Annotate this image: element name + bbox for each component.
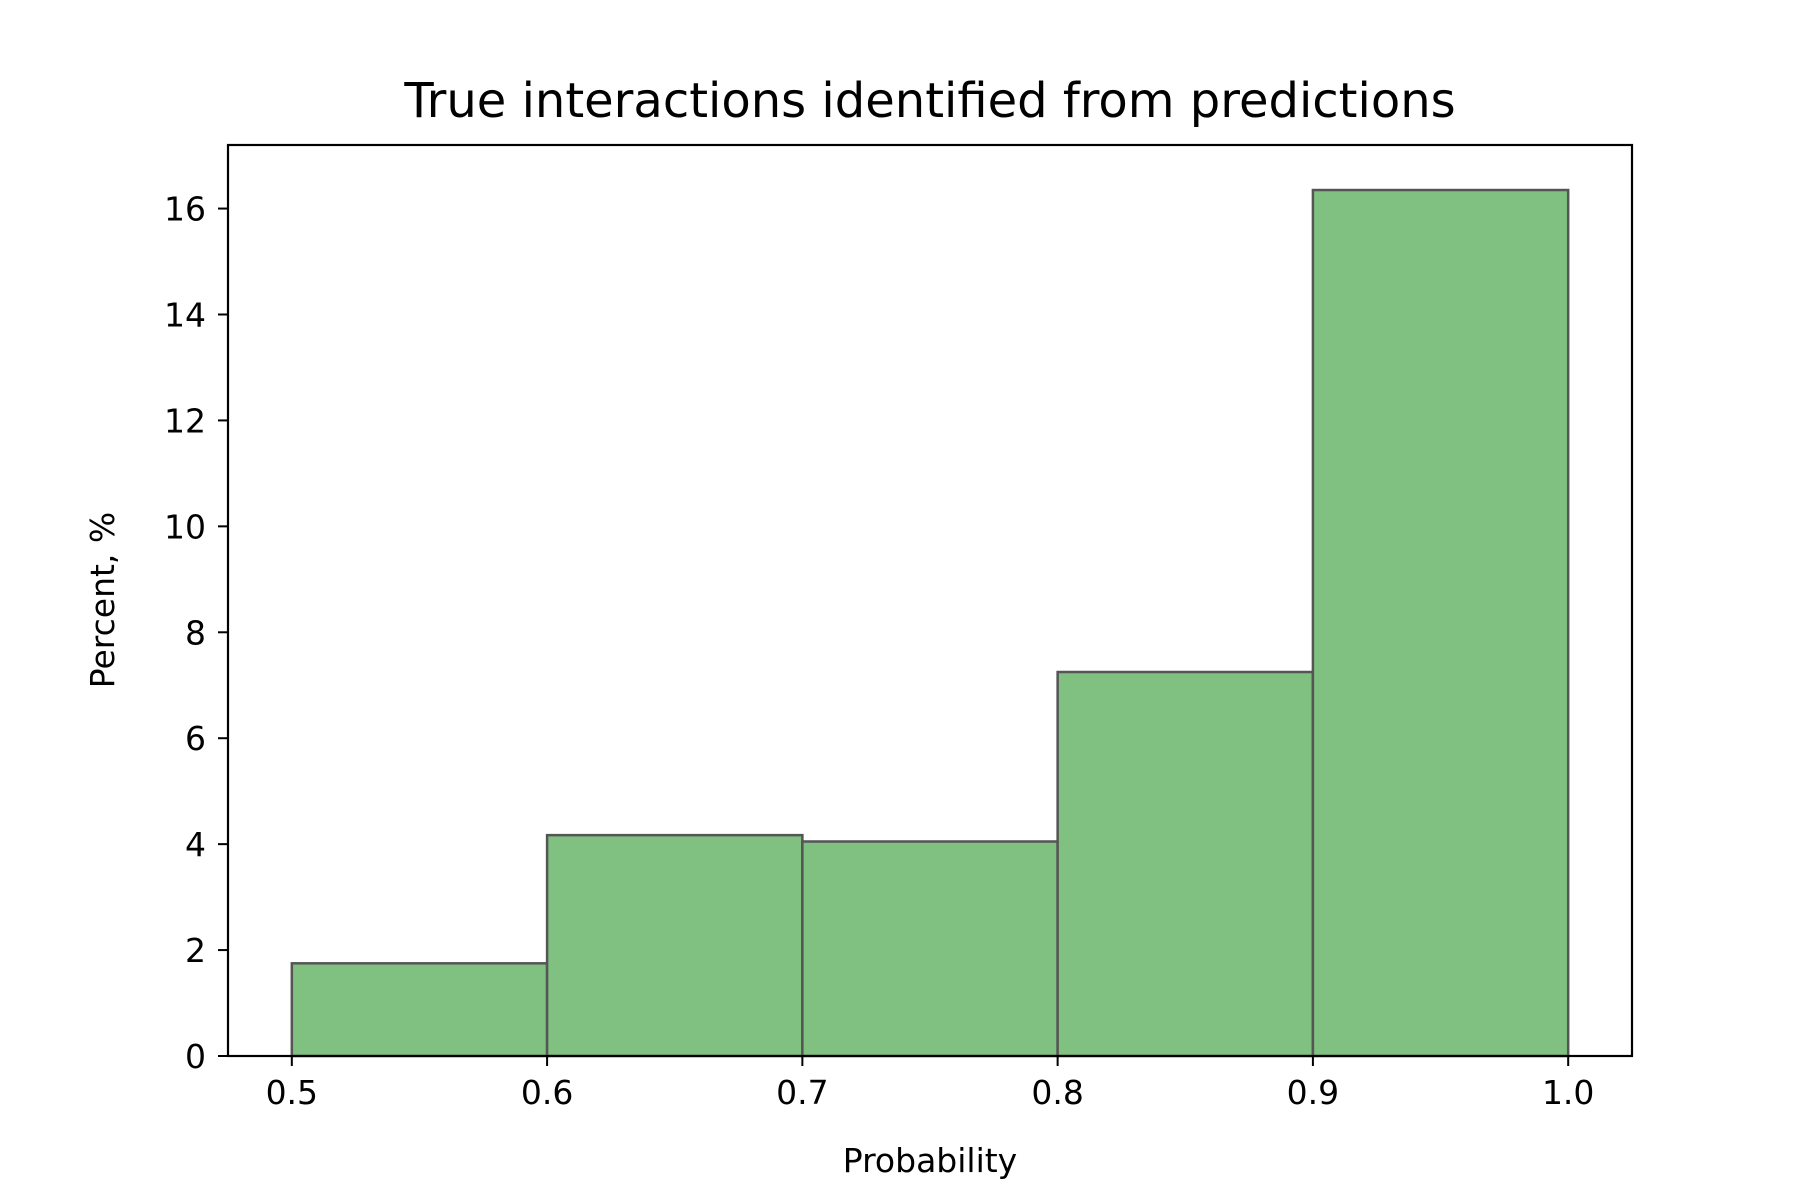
histogram-bar-5	[1311, 188, 1570, 1058]
histogram-bar-4	[1056, 670, 1315, 1058]
bars-group	[290, 188, 1570, 1058]
histogram-bar-2	[545, 833, 804, 1058]
y-tick-label-7: 12	[164, 401, 206, 440]
y-axis-ticks: 0 2 4 6 8 10 12 14 16	[164, 190, 228, 1076]
x-tick-label-5: 0.9	[1287, 1073, 1339, 1112]
x-tick-label-1: 0.5	[266, 1073, 318, 1112]
y-tick-label-5: 8	[185, 613, 206, 652]
x-axis-ticks: 0.5 0.6 0.7 0.8 0.9 1.0	[266, 1056, 1594, 1112]
x-tick-label-3: 0.7	[776, 1073, 828, 1112]
y-tick-label-1: 0	[185, 1037, 206, 1076]
y-tick-label-3: 4	[185, 825, 206, 864]
x-axis-label: Probability	[843, 1141, 1017, 1180]
y-tick-label-9: 16	[164, 190, 206, 229]
chart-title: True interactions identified from predic…	[403, 73, 1455, 129]
x-tick-label-6: 1.0	[1542, 1073, 1594, 1112]
x-tick-label-4: 0.8	[1031, 1073, 1083, 1112]
y-tick-label-6: 10	[164, 507, 206, 546]
x-tick-label-2: 0.6	[521, 1073, 573, 1112]
plot-frame	[226, 143, 1634, 1058]
y-axis-label: Percent, %	[83, 512, 122, 689]
y-tick-label-2: 2	[185, 931, 206, 970]
y-tick-label-4: 6	[185, 719, 206, 758]
histogram-bar-1	[290, 962, 549, 1058]
y-tick-label-8: 14	[164, 295, 206, 334]
histogram-bar-3	[801, 840, 1059, 1058]
